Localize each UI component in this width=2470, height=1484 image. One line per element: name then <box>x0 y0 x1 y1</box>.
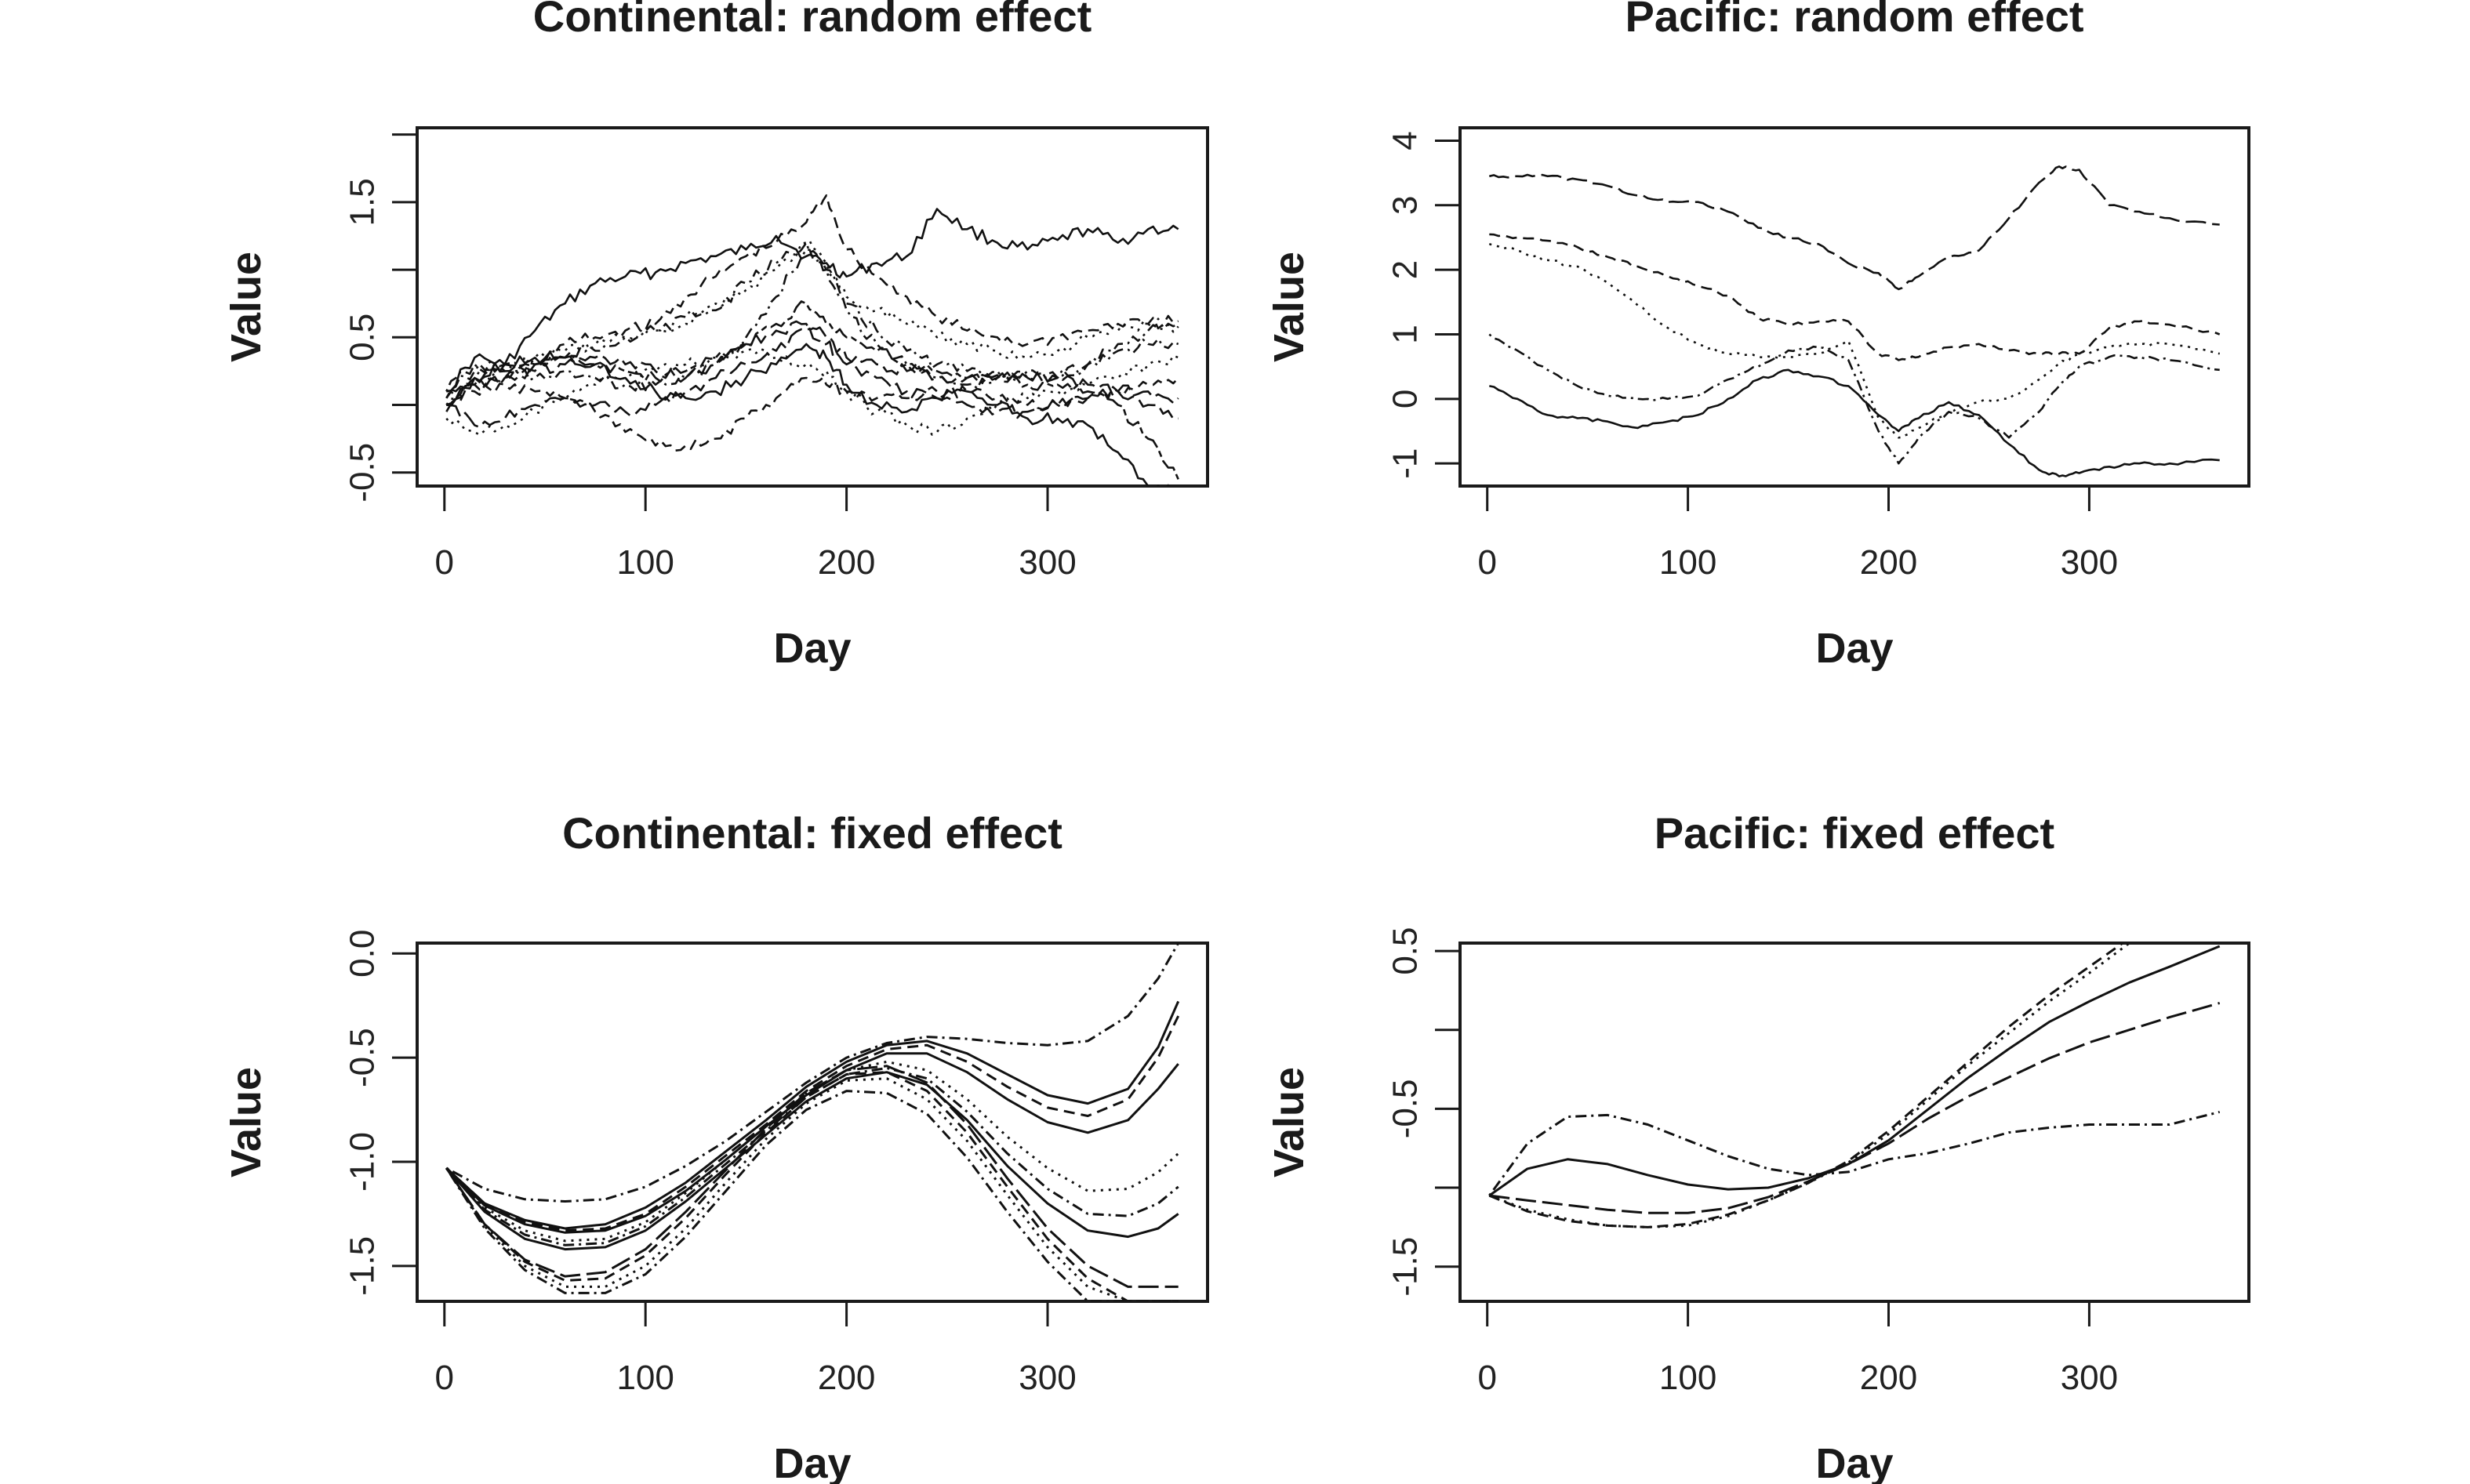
series-line-5 <box>1488 943 2125 1228</box>
series-line-9 <box>445 348 1179 436</box>
y-axis-label: Value <box>1266 1067 1313 1177</box>
y-axis-label: Value <box>1266 252 1313 362</box>
y-tick-label: 0.5 <box>343 314 382 361</box>
x-tick-label: 300 <box>1019 1359 1076 1397</box>
series-line-4 <box>1488 943 2132 1228</box>
series-line-6 <box>445 300 1179 480</box>
y-tick-label: 1.5 <box>343 178 382 226</box>
x-tick-label: 0 <box>435 1359 454 1397</box>
series-line-2 <box>1489 233 2221 361</box>
x-axis-label: Day <box>1815 625 1893 672</box>
x-tick-label: 300 <box>2061 1359 2118 1397</box>
y-tick-label: 0.0 <box>343 930 382 978</box>
series-line-3 <box>445 1015 1180 1232</box>
y-tick-label: -0.5 <box>343 443 382 503</box>
x-tick-label: 300 <box>2061 543 2118 582</box>
plot-frame <box>1458 126 2250 488</box>
y-axis-label: Value <box>223 252 270 362</box>
chart-title: Pacific: random effect <box>1625 0 2083 41</box>
y-tick-label: 3 <box>1386 196 1425 215</box>
series-line-2 <box>1488 945 2221 1197</box>
series-line-8 <box>445 1065 1179 1288</box>
series-line-4 <box>445 241 1179 393</box>
series-line-4 <box>1488 333 2220 465</box>
series-line-11 <box>445 1090 1179 1301</box>
y-tick-label: 1 <box>1386 325 1425 343</box>
series-line-7 <box>445 1071 1179 1251</box>
series-line-3 <box>1488 242 2221 439</box>
series-line-1 <box>1488 1110 2221 1196</box>
y-tick-label: -1.5 <box>1386 1237 1425 1297</box>
x-tick-label: 200 <box>1860 543 1917 582</box>
series-line-1 <box>1488 165 2220 291</box>
series-line-5 <box>446 320 1179 420</box>
y-tick-label: -1 <box>1386 448 1425 479</box>
chart-title: Pacific: fixed effect <box>1655 808 2054 858</box>
x-tick-label: 0 <box>435 543 454 582</box>
y-tick-label: -0.5 <box>1386 1079 1425 1138</box>
series-line-7 <box>445 343 1171 486</box>
x-axis-label: Day <box>773 625 851 672</box>
y-tick-label: -1.0 <box>343 1132 382 1192</box>
x-tick-label: 200 <box>818 1359 875 1397</box>
x-tick-label: 100 <box>616 543 674 582</box>
series-line-3 <box>1489 1002 2221 1214</box>
series-line-1 <box>446 208 1179 393</box>
y-tick-label: -0.5 <box>343 1028 382 1087</box>
chart-title: Continental: fixed effect <box>562 808 1062 858</box>
series-line-10 <box>445 1077 1179 1301</box>
x-tick-label: 100 <box>1659 1359 1716 1397</box>
plot-frame <box>416 942 1209 1303</box>
series-line-4 <box>445 1052 1179 1234</box>
series-line-2 <box>445 194 1179 399</box>
x-tick-label: 0 <box>1477 1359 1496 1397</box>
x-tick-label: 300 <box>1019 543 1076 582</box>
series-line-8 <box>445 376 1179 452</box>
x-axis-label: Day <box>773 1440 851 1484</box>
y-axis-label: Value <box>223 1067 270 1177</box>
x-tick-label: 200 <box>818 543 875 582</box>
y-tick-label: 4 <box>1386 131 1425 150</box>
series-line-6 <box>445 1066 1179 1246</box>
x-tick-label: 0 <box>1477 543 1496 582</box>
series-line-11 <box>446 327 1179 429</box>
chart-title: Continental: random effect <box>533 0 1092 41</box>
x-tick-label: 100 <box>1659 543 1716 582</box>
x-tick-label: 100 <box>616 1359 674 1397</box>
series-line-9 <box>445 1071 1179 1301</box>
y-tick-label: 0 <box>1386 390 1425 408</box>
series-line-5 <box>1489 368 2220 477</box>
y-tick-label: 0.5 <box>1386 927 1425 974</box>
series-line-1 <box>445 943 1180 1203</box>
y-tick-label: 2 <box>1386 260 1425 279</box>
x-axis-label: Day <box>1815 1440 1893 1484</box>
plot-frame <box>1458 942 2250 1303</box>
plot-frame <box>416 126 1209 488</box>
series-line-2 <box>445 1000 1180 1230</box>
series-line-10 <box>445 248 1179 392</box>
series-line-3 <box>445 239 1179 406</box>
y-tick-label: -1.5 <box>343 1236 382 1296</box>
x-tick-label: 200 <box>1860 1359 1917 1397</box>
